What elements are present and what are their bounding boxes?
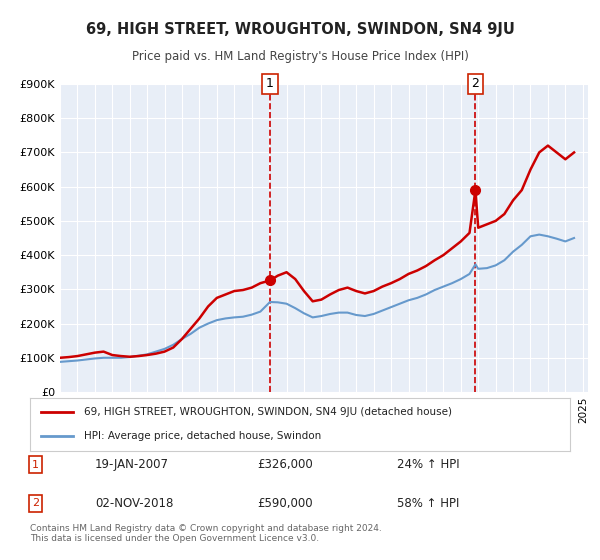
Text: 58% ↑ HPI: 58% ↑ HPI (397, 497, 460, 510)
Text: 24% ↑ HPI: 24% ↑ HPI (397, 458, 460, 472)
Text: 19-JAN-2007: 19-JAN-2007 (95, 458, 169, 472)
Text: 69, HIGH STREET, WROUGHTON, SWINDON, SN4 9JU: 69, HIGH STREET, WROUGHTON, SWINDON, SN4… (86, 22, 514, 38)
Text: 1: 1 (32, 460, 39, 470)
Text: 2: 2 (472, 77, 479, 91)
Text: £326,000: £326,000 (257, 458, 313, 472)
Text: 02-NOV-2018: 02-NOV-2018 (95, 497, 173, 510)
Text: Contains HM Land Registry data © Crown copyright and database right 2024.
This d: Contains HM Land Registry data © Crown c… (30, 524, 382, 543)
Text: £590,000: £590,000 (257, 497, 313, 510)
Text: 1: 1 (266, 77, 274, 91)
Text: 69, HIGH STREET, WROUGHTON, SWINDON, SN4 9JU (detached house): 69, HIGH STREET, WROUGHTON, SWINDON, SN4… (84, 408, 452, 418)
Text: HPI: Average price, detached house, Swindon: HPI: Average price, detached house, Swin… (84, 431, 321, 441)
Text: Price paid vs. HM Land Registry's House Price Index (HPI): Price paid vs. HM Land Registry's House … (131, 50, 469, 63)
Text: 2: 2 (32, 498, 39, 508)
